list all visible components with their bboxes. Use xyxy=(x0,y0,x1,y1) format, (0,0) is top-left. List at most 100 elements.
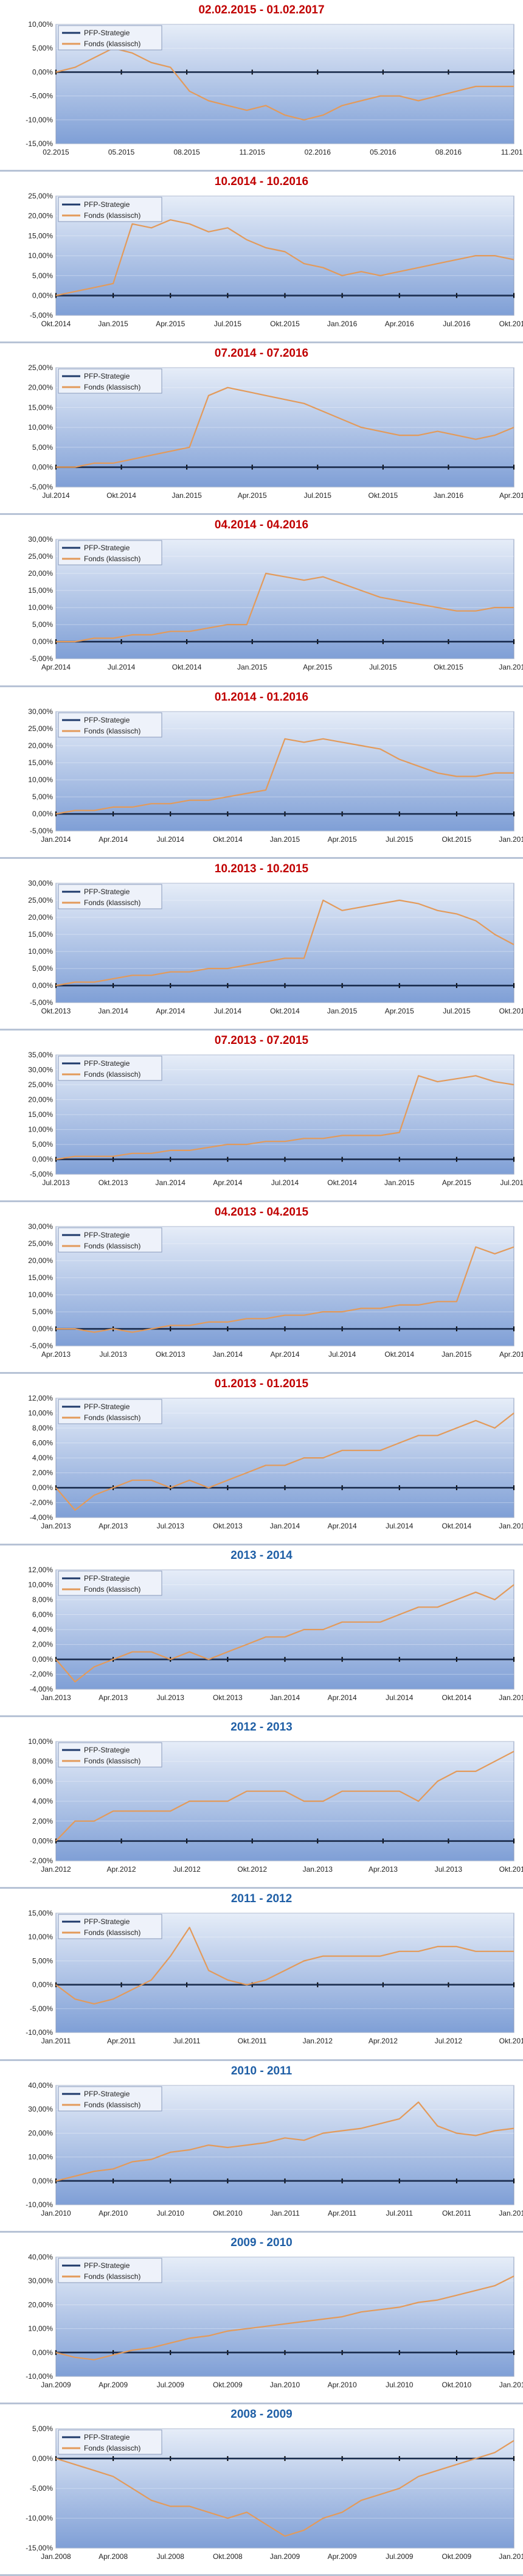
legend: PFP-Strategie Fonds (klassisch) xyxy=(58,540,162,565)
chart-title: 2011 - 2012 xyxy=(230,1892,293,1906)
x-tick-label: Okt.2013 xyxy=(213,1522,243,1530)
x-tick-label: Jul.2014 xyxy=(157,835,185,844)
y-tick-label: -10,00% xyxy=(26,2372,53,2381)
x-tick-label: Apr.2011 xyxy=(107,2037,136,2046)
y-tick-label: -15,00% xyxy=(26,139,53,148)
legend: PFP-Strategie Fonds (klassisch) xyxy=(58,2086,162,2111)
x-tick-label: Okt.2011 xyxy=(442,2209,471,2217)
chart-title: 01.2013 - 01.2015 xyxy=(214,1377,309,1390)
legend-box xyxy=(58,368,162,394)
legend: PFP-Strategie Fonds (klassisch) xyxy=(58,2258,162,2283)
y-tick-label: -5,00% xyxy=(30,2004,53,2013)
x-tick-label: Jul.2015 xyxy=(304,491,332,500)
legend-box xyxy=(58,2086,162,2111)
legend-label-pfp: PFP-Strategie xyxy=(84,716,130,724)
chart-title: 01.2014 - 01.2016 xyxy=(214,690,309,704)
y-tick-label: 8,00% xyxy=(32,1757,53,1766)
x-tick-label: Jan.2016 xyxy=(327,320,358,328)
y-tick-label: -5,00% xyxy=(30,827,53,835)
x-tick-label: Jan.2012 xyxy=(41,1865,71,1874)
legend-label-fonds: Fonds (klassisch) xyxy=(84,1585,140,1594)
x-tick-label: Jul.2010 xyxy=(157,2209,185,2217)
chart-svg: 30,00% 25,00% 20,00% 15,00% 10,00% 5,00% 0,00%… xyxy=(28,707,523,844)
y-tick-label: 10,00% xyxy=(28,1290,53,1299)
legend-label-pfp: PFP-Strategie xyxy=(84,1059,130,1068)
y-tick-label: 20,00% xyxy=(28,1095,53,1104)
legend-label-pfp: PFP-Strategie xyxy=(84,372,130,380)
x-tick-label: Jan.2009 xyxy=(270,2552,300,2561)
series-line-fonds xyxy=(55,2275,514,2361)
x-tick-label: Jan.2008 xyxy=(41,2552,71,2561)
y-tick-label: 10,00% xyxy=(28,1409,53,1418)
x-tick-label: Apr.2012 xyxy=(369,2037,398,2046)
x-tick-label: Apr.2014 xyxy=(213,1178,242,1187)
x-tick-label: Jan.2015 xyxy=(499,1522,523,1530)
x-tick-label: Jan.2014 xyxy=(41,835,71,844)
y-tick-label: 5,00% xyxy=(32,1140,53,1149)
chart-svg: 30,00% 25,00% 20,00% 15,00% 10,00% 5,00% 0,00%… xyxy=(28,535,523,672)
x-tick-label: Apr.2009 xyxy=(99,2381,128,2389)
chart-title: 04.2014 - 04.2016 xyxy=(214,519,309,532)
y-tick-label: 15,00% xyxy=(28,586,53,595)
y-tick-label: 0,00% xyxy=(32,2176,53,2185)
y-tick-label: 5,00% xyxy=(32,1307,53,1316)
x-tick-label: Jul.2014 xyxy=(386,1693,414,1702)
legend-box xyxy=(58,884,162,909)
x-tick-label: Jan.2015 xyxy=(442,1350,472,1359)
y-tick-label: 5,00% xyxy=(32,44,53,52)
legend-box xyxy=(58,1570,162,1596)
legend-label-fonds: Fonds (klassisch) xyxy=(84,1928,140,1937)
legend: PFP-Strategie Fonds (klassisch) xyxy=(58,1570,162,1596)
y-tick-label: 10,00% xyxy=(28,1933,53,1942)
x-tick-label: Jul.2009 xyxy=(157,2381,185,2389)
y-tick-label: 5,00% xyxy=(32,620,53,629)
y-tick-label: -10,00% xyxy=(26,2029,53,2037)
series-line-fonds xyxy=(56,1246,514,1333)
series-line-fonds xyxy=(55,738,514,814)
x-tick-label: Jan.2009 xyxy=(41,2381,71,2389)
chart-panel: 10.2013 - 10.2015 30,00% 25,00% 20,00% 15,00… xyxy=(0,859,523,1031)
legend-box xyxy=(58,2258,162,2283)
x-tick-label: Jul.2014 xyxy=(386,1522,414,1530)
legend-label-fonds: Fonds (klassisch) xyxy=(84,1757,140,1765)
x-tick-label: Jul.2011 xyxy=(173,2037,201,2046)
x-tick-label: Okt.2014 xyxy=(327,1178,357,1187)
y-tick-label: 5,00% xyxy=(32,1957,53,1965)
y-tick-label: -2,00% xyxy=(30,1670,53,1679)
legend-label-pfp: PFP-Strategie xyxy=(84,200,130,209)
x-tick-label: Okt.2009 xyxy=(213,2381,243,2389)
y-tick-label: 10,00% xyxy=(28,603,53,612)
chart-title: 10.2013 - 10.2015 xyxy=(214,862,309,875)
y-tick-label: 2,00% xyxy=(32,1640,53,1649)
x-tick-label: Jul.2014 xyxy=(271,1178,299,1187)
x-tick-label: Jan.2015 xyxy=(384,1178,415,1187)
x-tick-label: Apr.2015 xyxy=(499,1350,523,1359)
y-tick-label: -5,00% xyxy=(30,2484,53,2493)
chart-panel: 2009 - 2010 40,00% 30,00% 20,00% 10,00% 0,00%… xyxy=(0,2233,523,2404)
legend-box xyxy=(58,1227,162,1253)
x-tick-label: Apr.2013 xyxy=(41,1350,71,1359)
legend-box xyxy=(58,712,162,737)
x-tick-label: Jan.2015 xyxy=(98,320,128,328)
y-tick-label: 25,00% xyxy=(28,1080,53,1089)
panel-separator xyxy=(0,1887,523,1889)
x-tick-label: Apr.2014 xyxy=(41,663,71,672)
y-tick-label: -15,00% xyxy=(26,2544,53,2552)
chart-svg: 40,00%30,00%20,00%10,00%0,00%-10,00%Jan.… xyxy=(26,2081,523,2217)
y-tick-label: 30,00% xyxy=(28,879,53,887)
y-tick-label: 25,00% xyxy=(28,724,53,733)
y-tick-label: -2,00% xyxy=(30,1499,53,1507)
x-tick-label: Jul.2015 xyxy=(386,835,414,844)
x-tick-label: Apr.2015 xyxy=(303,663,332,672)
y-tick-label: 0,00% xyxy=(32,2454,53,2463)
y-tick-label: 4,00% xyxy=(32,1454,53,1462)
x-tick-label: Apr.2016 xyxy=(499,491,523,500)
legend-label-pfp: PFP-Strategie xyxy=(84,29,130,37)
y-tick-label: 40,00% xyxy=(28,2253,53,2261)
x-tick-label: Okt.2013 xyxy=(156,1350,185,1359)
x-tick-label: Jan.2013 xyxy=(41,1693,71,1702)
legend-label-fonds: Fonds (klassisch) xyxy=(84,211,140,220)
x-tick-label: Okt.2010 xyxy=(442,2381,472,2389)
panel-separator xyxy=(0,513,523,516)
